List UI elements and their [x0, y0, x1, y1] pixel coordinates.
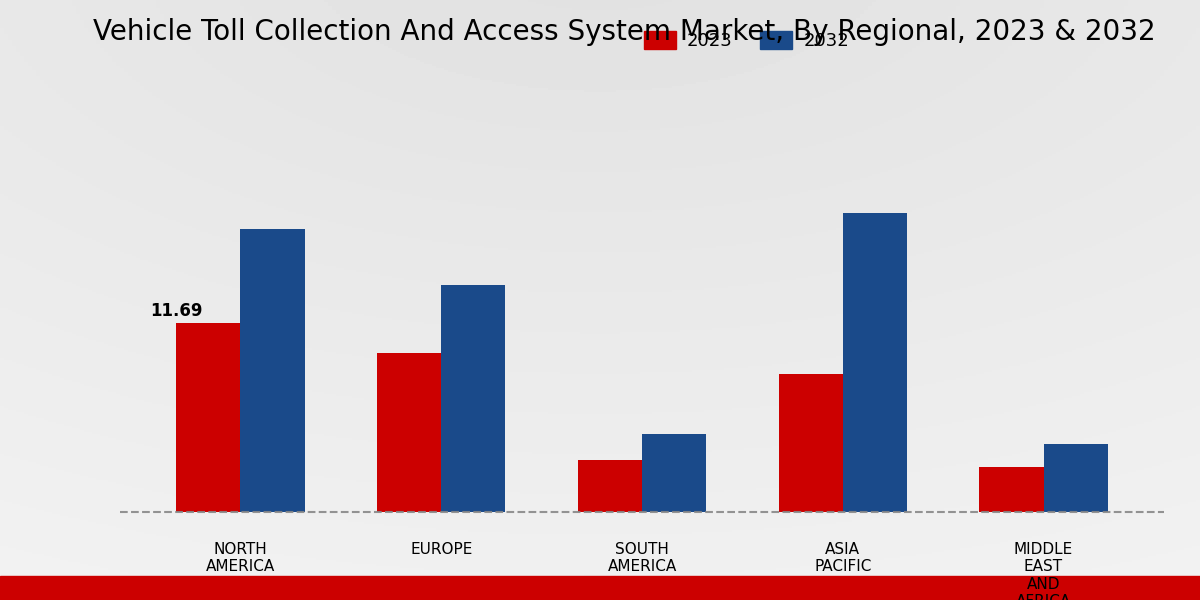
Bar: [442, 286, 505, 512]
Bar: [779, 374, 842, 512]
Bar: [842, 212, 907, 512]
Bar: [377, 353, 442, 512]
Text: 11.69: 11.69: [150, 302, 203, 320]
Bar: [176, 323, 240, 512]
Bar: [642, 434, 707, 512]
Bar: [979, 467, 1044, 512]
Legend: 2023, 2032: 2023, 2032: [636, 23, 857, 58]
Bar: [577, 460, 642, 512]
Bar: [240, 229, 305, 512]
FancyBboxPatch shape: [0, 576, 1200, 600]
Text: Vehicle Toll Collection And Access System Market, By Regional, 2023 & 2032: Vehicle Toll Collection And Access Syste…: [92, 18, 1156, 46]
Bar: [1044, 444, 1108, 512]
